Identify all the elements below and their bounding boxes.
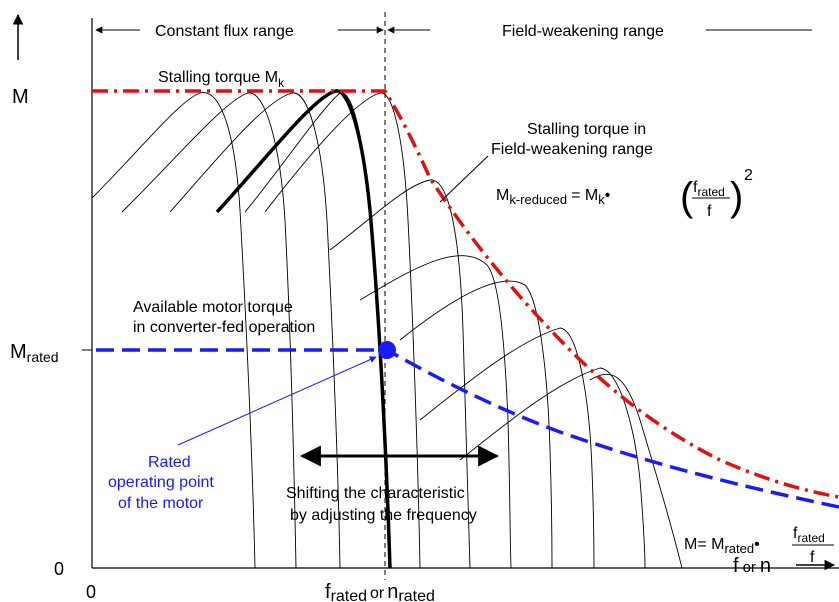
f-rated-or: or [370,585,385,602]
formula-rated-lhs-main: M= M [684,536,724,553]
available-torque-line [96,348,839,509]
stalling-torque-sub: k [278,76,285,90]
rated-point-pointer [177,356,377,446]
formula-rated-denominator: f [810,549,815,566]
stalling-fw-line1: Stalling torque in [527,121,646,138]
formula-reduced-eq: = M [571,187,598,204]
fw-characteristic-5 [459,367,646,569]
field-weakening-characteristics [329,179,683,569]
x-axis-n: n [760,555,771,577]
formula-reduced-num-sub: rated [697,185,724,199]
formula-reduced-denominator: f [707,203,712,220]
stalling-torque-main: Stalling torque M [158,69,278,86]
shift-line2: by adjusting the frequency [290,507,477,524]
formula-reduced-exponent: 2 [744,167,753,184]
fw-stalling-callout-line [439,155,489,203]
characteristic-3 [169,92,341,569]
fw-characteristic-3 [399,280,553,569]
y-zero-label: 0 [54,559,64,579]
f-rated-sub: rated [331,588,367,602]
formula-reduced-dot: • [605,187,611,204]
formula-reduced-m-sub: k [598,192,605,207]
characteristic-1 [91,92,256,569]
formula-rated-lhs: M= Mrated• [684,536,760,556]
x-axis-f: f [733,555,739,577]
available-torque-line1: Available motor torque [133,299,293,316]
reduced-stalling-formula: Mk-reduced = Mk• ( frated f ) 2 [496,167,753,220]
n-rated-main: n [387,581,398,602]
fw-characteristic-6 [589,373,683,569]
formula-rated-numerator: frated [793,525,825,545]
y-axis-label: M [12,86,29,108]
n-rated-sub: rated [398,588,434,602]
rated-torque-formula: M= Mrated• frated f [684,525,834,566]
formula-reduced-lhs: Mk-reduced = Mk• [496,187,610,207]
available-torque-line2: in converter-fed operation [133,319,315,336]
x-axis-label: f or n [733,555,771,577]
m-rated-main: M [10,341,27,363]
formula-reduced-paren-right: ) [730,175,743,219]
characteristic-2 [121,92,297,569]
f-rated-main: f [325,581,331,602]
shift-line1: Shifting the characteristic [286,485,465,502]
characteristic-5 [264,92,421,569]
formula-rated-num-sub: rated [797,531,824,545]
field-weakening-label: Field-weakening range [502,23,664,40]
origin-label: 0 [86,582,96,602]
stalling-torque-label: Stalling torque Mk [158,69,285,90]
bold-characteristic [215,89,392,569]
formula-reduced-lhs-sub: k-reduced [509,192,567,207]
x-axis-or: or [743,559,756,576]
formula-rated-m-sub: rated [724,541,754,556]
formula-reduced-paren-left: ( [680,175,694,219]
stalling-torque-envelope [92,89,839,499]
formula-reduced-lhs-main: M [496,187,509,204]
fw-characteristic-1 [329,179,471,569]
rated-frequency-label: frated or nrated [325,581,435,602]
fw-characteristic-4 [419,327,595,569]
formula-reduced-numerator: frated [693,179,725,199]
rated-operating-point [378,341,396,359]
formula-rated-num-main: f [793,525,798,542]
formula-rated-dot: • [754,536,760,553]
constant-flux-label: Constant flux range [155,23,294,40]
formula-reduced-num-main: f [693,179,698,196]
rated-point-line1: Rated [148,454,191,471]
stalling-fw-line2: Field-weakening range [491,141,653,158]
m-rated-label: Mrated [10,341,59,365]
rated-point-line3: of the motor [118,495,204,512]
rated-point-line2: operating point [108,474,214,491]
m-rated-sub: rated [27,349,59,365]
fw-characteristic-2 [359,255,512,569]
